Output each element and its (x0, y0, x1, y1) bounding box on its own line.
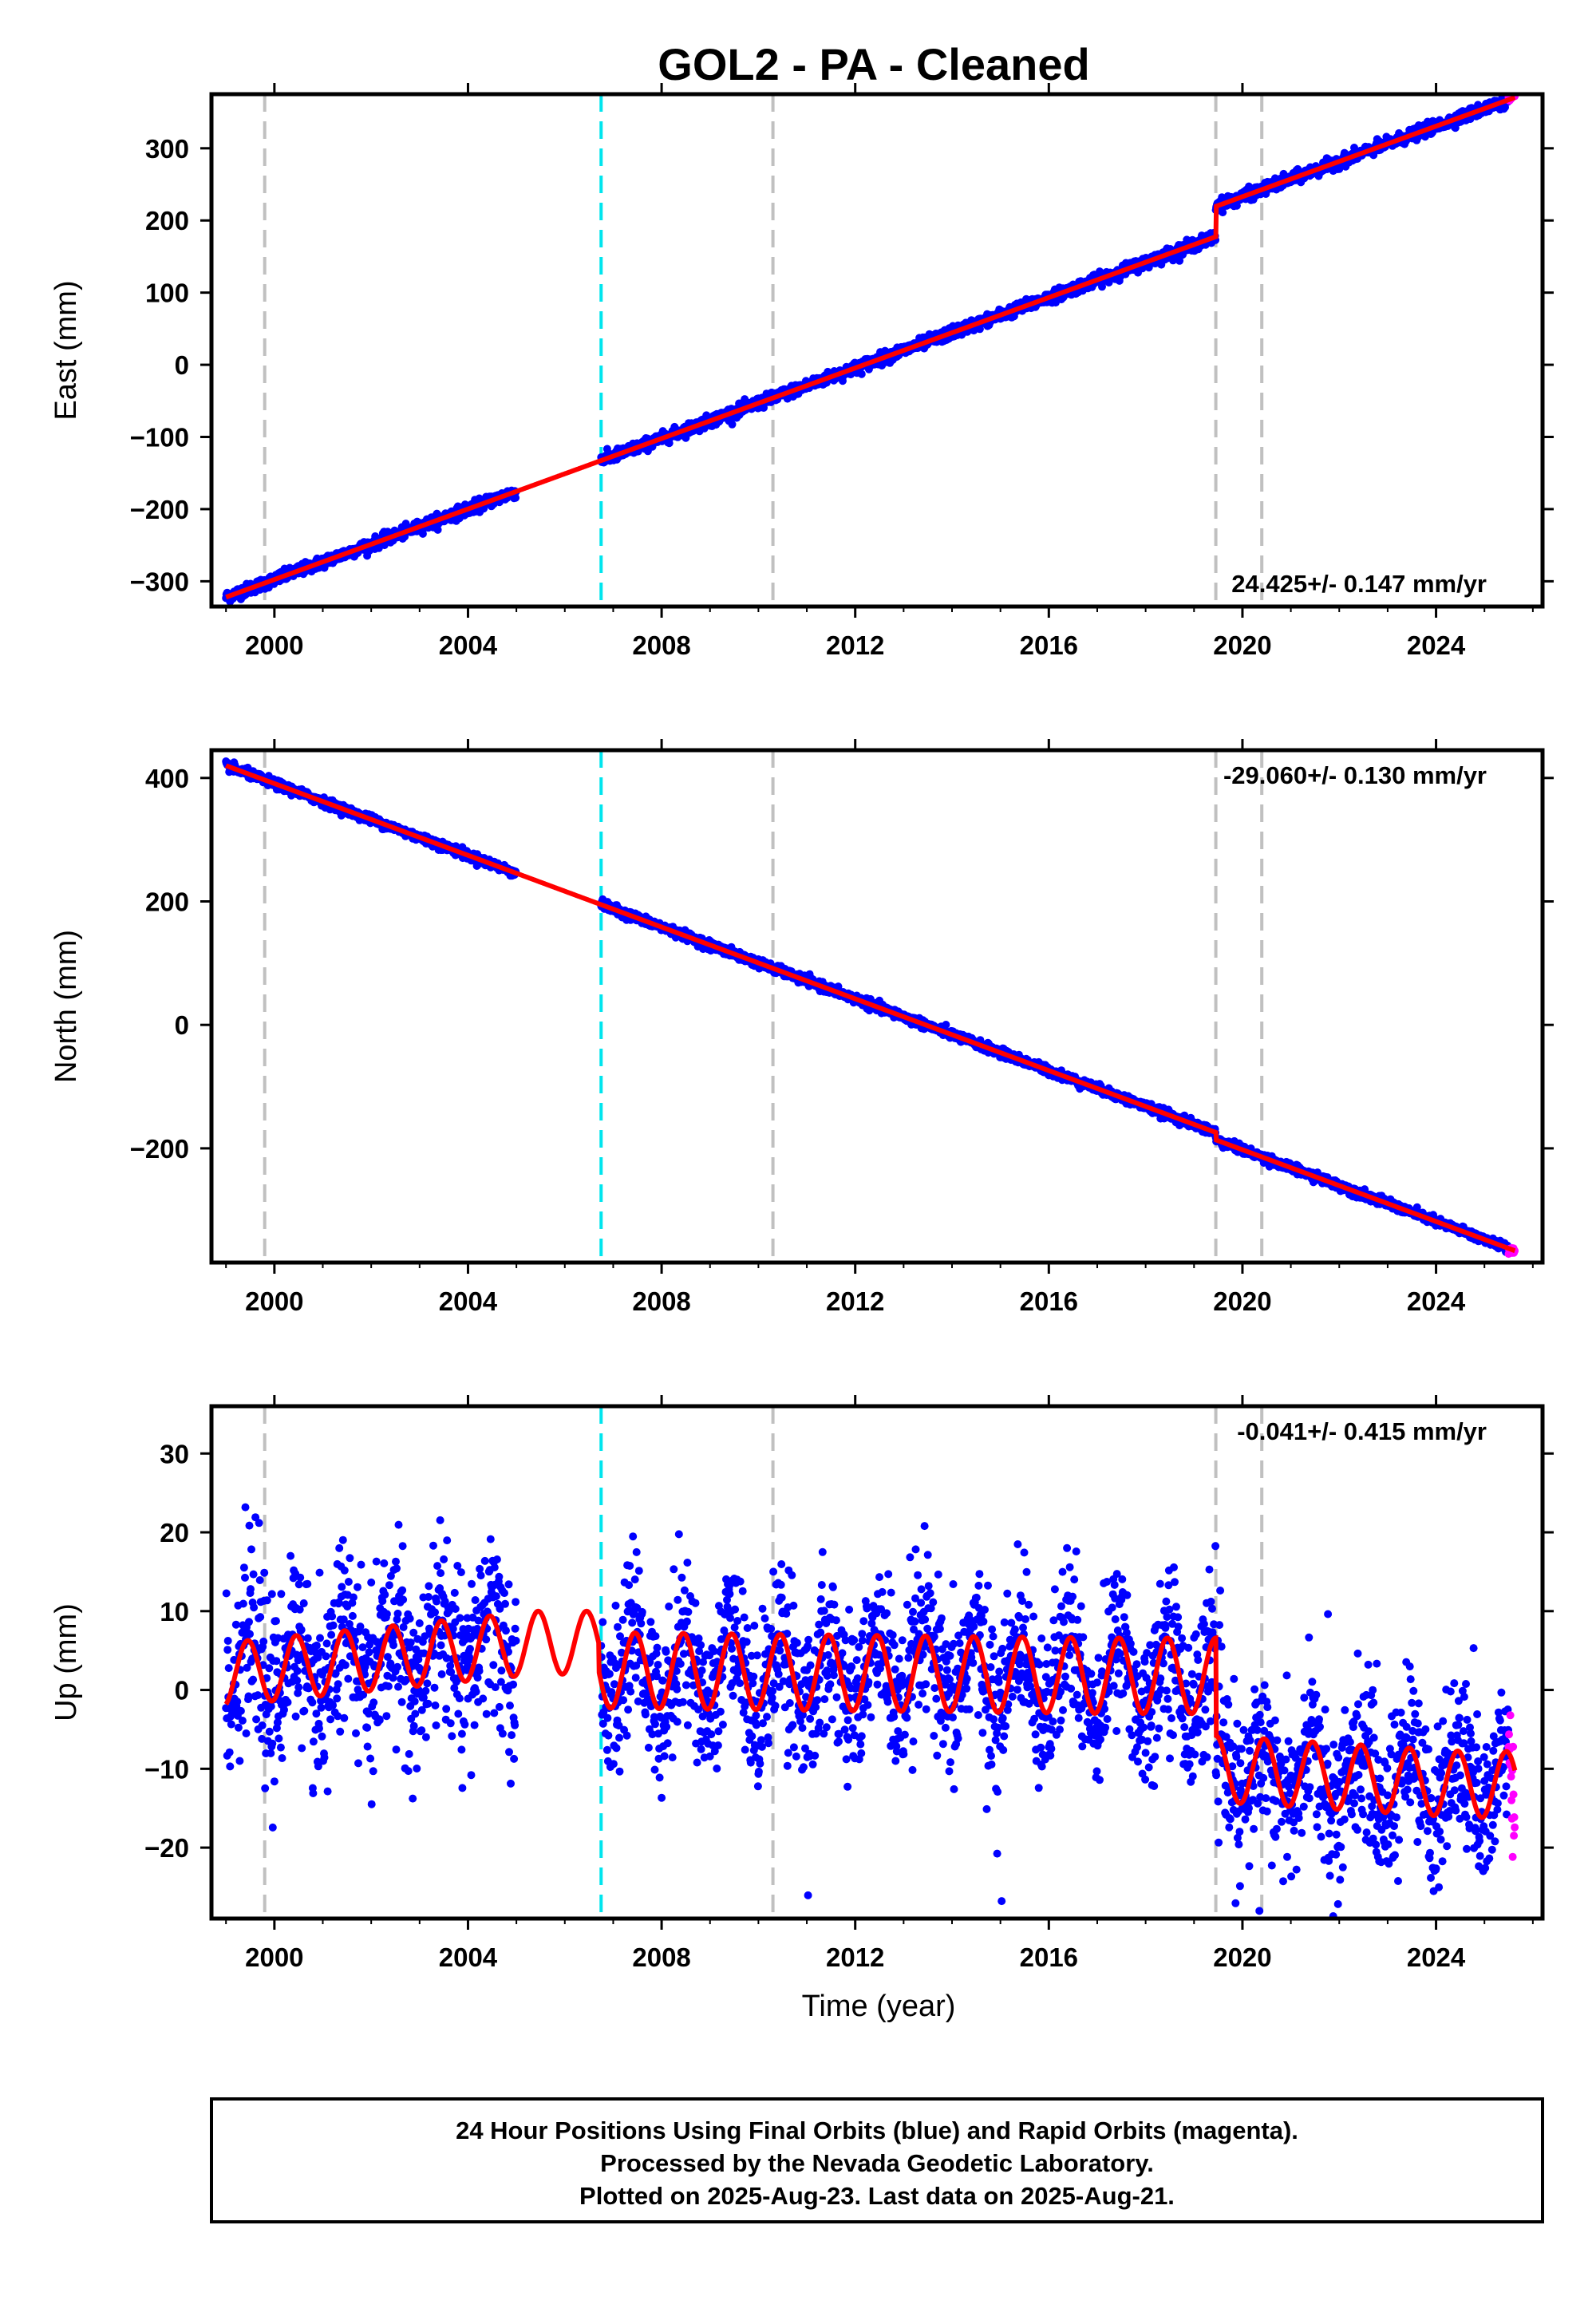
figure-title: GOL2 - PA - Cleaned (658, 39, 1089, 89)
north-panel: 2000 2004 2008 2012 2016 2020 2024−2000200400N… (49, 739, 1554, 1316)
y-tick-label: 100 (145, 279, 189, 308)
y-tick-label: −100 (130, 423, 189, 453)
east-panel: 2000 2004 2008 2012 2016 2020 2024−300−200−100… (49, 83, 1554, 660)
final-point (942, 1021, 950, 1029)
x-tick-label: 2020 (1213, 630, 1271, 660)
model-curve (225, 95, 1516, 600)
x-tick-label: 2024 (1407, 630, 1466, 660)
y-tick-label: 0 (175, 350, 189, 380)
final-point (1175, 256, 1184, 265)
final-point (857, 370, 866, 378)
plot-frame (209, 92, 1545, 609)
x-tick-label: 2004 (439, 630, 498, 660)
x-tick-label: 2008 (632, 630, 690, 660)
final-point (512, 493, 520, 502)
y-tick-label: −300 (130, 567, 189, 596)
rate-label: 24.425+/- 0.147 mm/yr (1231, 570, 1487, 598)
x-tick-label: 2016 (1020, 630, 1078, 660)
x-tick-label: 2000 (245, 630, 303, 660)
y-tick-label: 200 (145, 206, 189, 235)
final-point (728, 420, 737, 429)
final-point (418, 529, 427, 538)
y-tick-label: 300 (145, 134, 189, 164)
x-tick-label: 2012 (826, 630, 884, 660)
data-points (222, 757, 1519, 1259)
y-tick-label: −200 (130, 495, 189, 524)
y-axis-label: East (mm) (49, 280, 83, 420)
